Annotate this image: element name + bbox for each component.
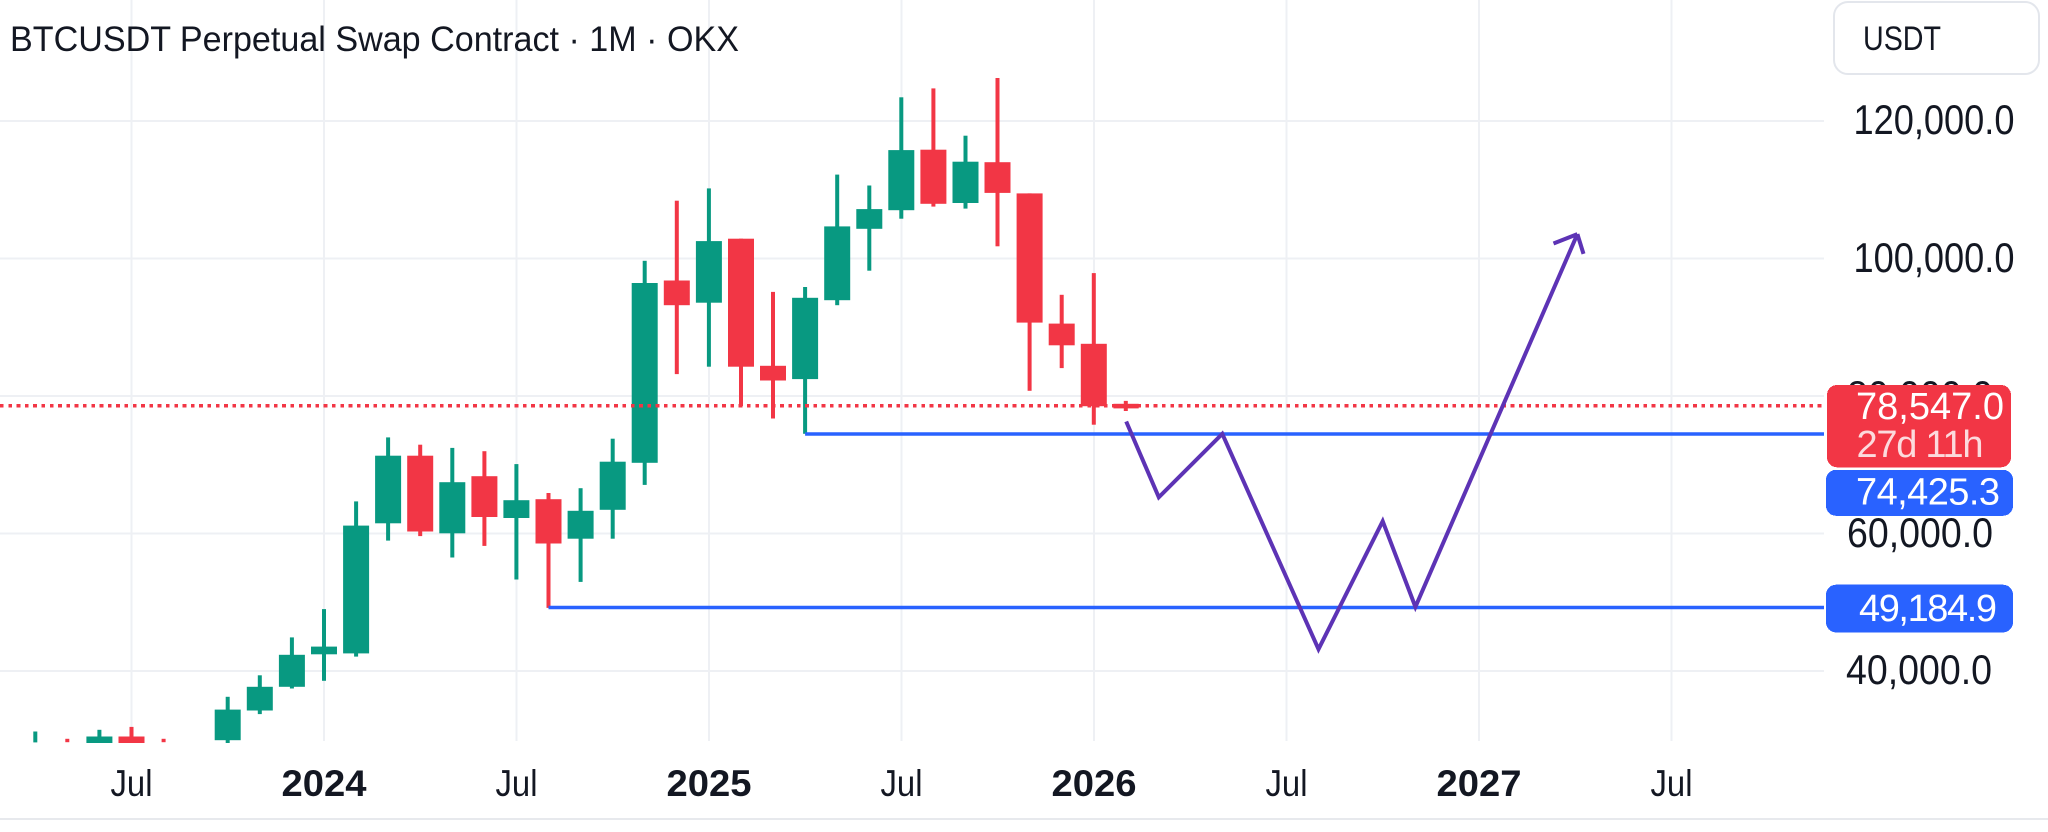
svg-text:2025: 2025 — [667, 763, 752, 804]
svg-text:2027: 2027 — [1437, 763, 1522, 804]
svg-text:2026: 2026 — [1052, 763, 1137, 804]
svg-text:120,000.0: 120,000.0 — [1854, 96, 2015, 143]
svg-text:74,425.3: 74,425.3 — [1856, 472, 2000, 514]
svg-text:Jul: Jul — [1651, 763, 1693, 804]
svg-text:Jul: Jul — [496, 763, 538, 804]
svg-text:27d 11h: 27d 11h — [1857, 424, 1984, 466]
svg-text:Jul: Jul — [881, 763, 923, 804]
svg-text:100,000.0: 100,000.0 — [1854, 234, 2015, 281]
svg-text:78,547.0: 78,547.0 — [1856, 386, 2004, 428]
svg-text:BTCUSDT Perpetual Swap Contrac: BTCUSDT Perpetual Swap Contract · 1M · O… — [10, 20, 739, 59]
svg-text:USDT: USDT — [1863, 20, 1941, 58]
svg-text:Jul: Jul — [111, 763, 153, 804]
svg-text:49,184.9: 49,184.9 — [1859, 588, 1997, 630]
svg-text:Jul: Jul — [1266, 763, 1308, 804]
svg-text:60,000.0: 60,000.0 — [1847, 509, 1993, 556]
svg-text:2024: 2024 — [282, 763, 367, 804]
svg-text:40,000.0: 40,000.0 — [1846, 646, 1992, 693]
